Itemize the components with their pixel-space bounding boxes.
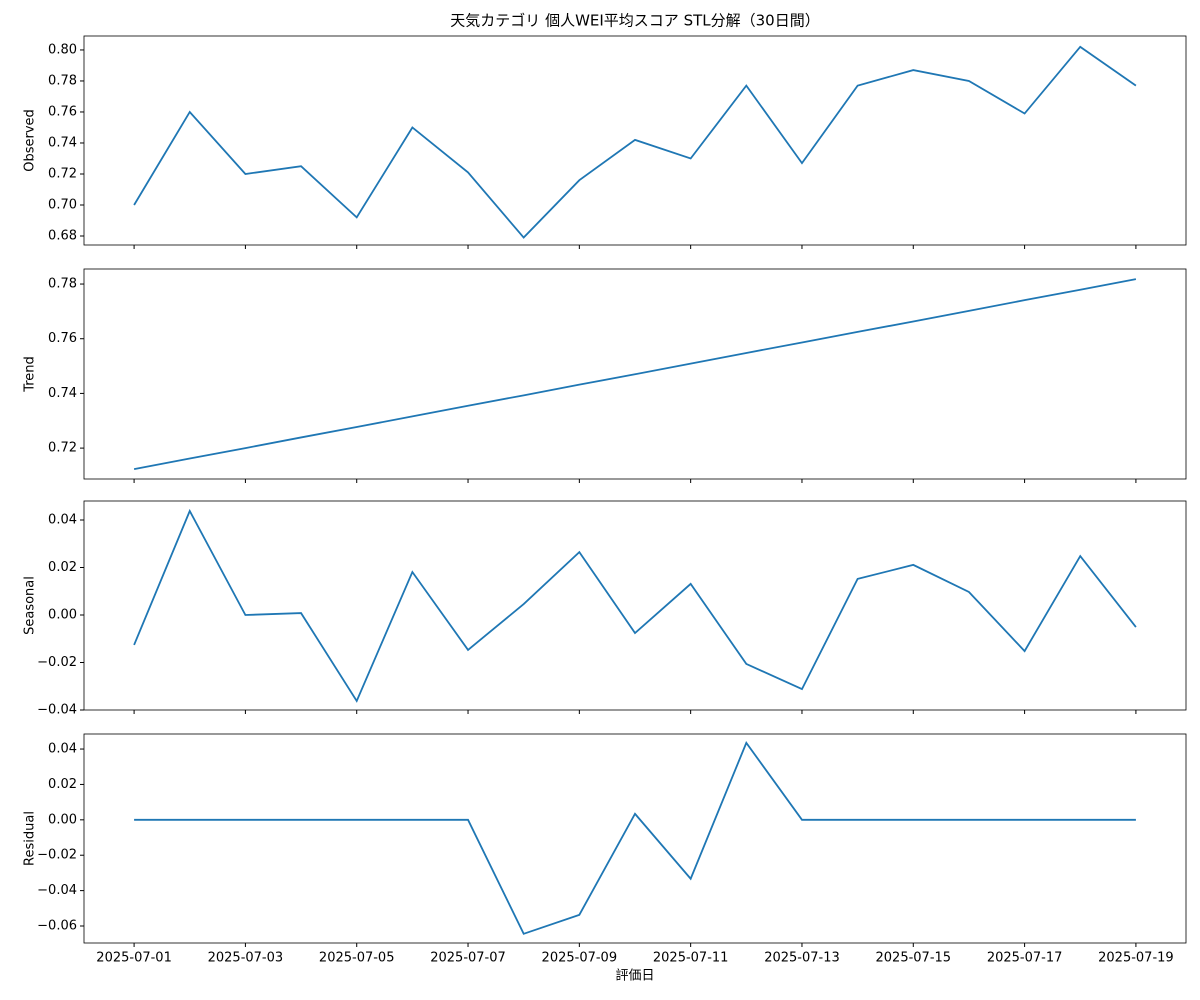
- y-tick-label: 0.72: [48, 166, 77, 181]
- x-tick-label: 2025-07-17: [987, 951, 1063, 966]
- y-tick-label: 0.78: [48, 73, 77, 88]
- y-axis-label: Observed: [23, 109, 38, 172]
- y-tick-label: 0.70: [48, 197, 77, 212]
- y-tick-label: −0.06: [37, 919, 77, 934]
- y-tick-label: 0.02: [48, 777, 77, 792]
- y-tick-label: 0.04: [48, 742, 77, 757]
- x-tick-label: 2025-07-01: [96, 951, 172, 966]
- y-tick-label: 0.04: [48, 513, 77, 528]
- plot-frame: [83, 35, 1187, 246]
- x-tick-label: 2025-07-19: [1098, 951, 1174, 966]
- x-tick-label: 2025-07-07: [430, 951, 506, 966]
- plot-frame: [83, 500, 1187, 711]
- y-tick-label: −0.04: [37, 883, 77, 898]
- plot-frame: [83, 268, 1187, 480]
- x-tick-label: 2025-07-15: [876, 951, 952, 966]
- chart-title: 天気カテゴリ 個人WEI平均スコア STL分解（30日間）: [450, 12, 819, 30]
- y-tick-label: 0.00: [48, 608, 77, 623]
- x-tick-label: 2025-07-09: [542, 951, 618, 966]
- x-tick-label: 2025-07-03: [208, 951, 284, 966]
- x-axis-label: 評価日: [615, 969, 654, 984]
- y-tick-label: −0.02: [37, 848, 77, 863]
- y-tick-label: 0.80: [48, 42, 77, 57]
- line-series: [133, 278, 1137, 471]
- x-tick-label: 2025-07-13: [764, 951, 840, 966]
- y-tick-label: 0.72: [48, 441, 77, 456]
- y-tick-label: −0.02: [37, 655, 77, 670]
- line-series: [133, 508, 1137, 703]
- y-axis-label: Seasonal: [23, 576, 38, 635]
- x-tick-label: 2025-07-05: [319, 951, 395, 966]
- y-axis-label: Residual: [23, 811, 38, 866]
- line-series: [134, 741, 1136, 935]
- y-axis-label: Trend: [23, 356, 38, 393]
- y-tick-label: 0.74: [48, 386, 77, 401]
- y-tick-label: 0.76: [48, 331, 77, 346]
- y-tick-label: 0.68: [48, 229, 77, 244]
- y-tick-label: 0.78: [48, 277, 77, 292]
- y-tick-label: 0.00: [48, 812, 77, 827]
- line-series: [133, 45, 1137, 239]
- plot-frame: [83, 733, 1187, 944]
- x-tick-label: 2025-07-11: [653, 951, 729, 966]
- y-tick-label: 0.74: [48, 135, 77, 150]
- y-tick-label: −0.04: [37, 703, 77, 718]
- y-tick-label: 0.02: [48, 560, 77, 575]
- y-tick-label: 0.76: [48, 104, 77, 119]
